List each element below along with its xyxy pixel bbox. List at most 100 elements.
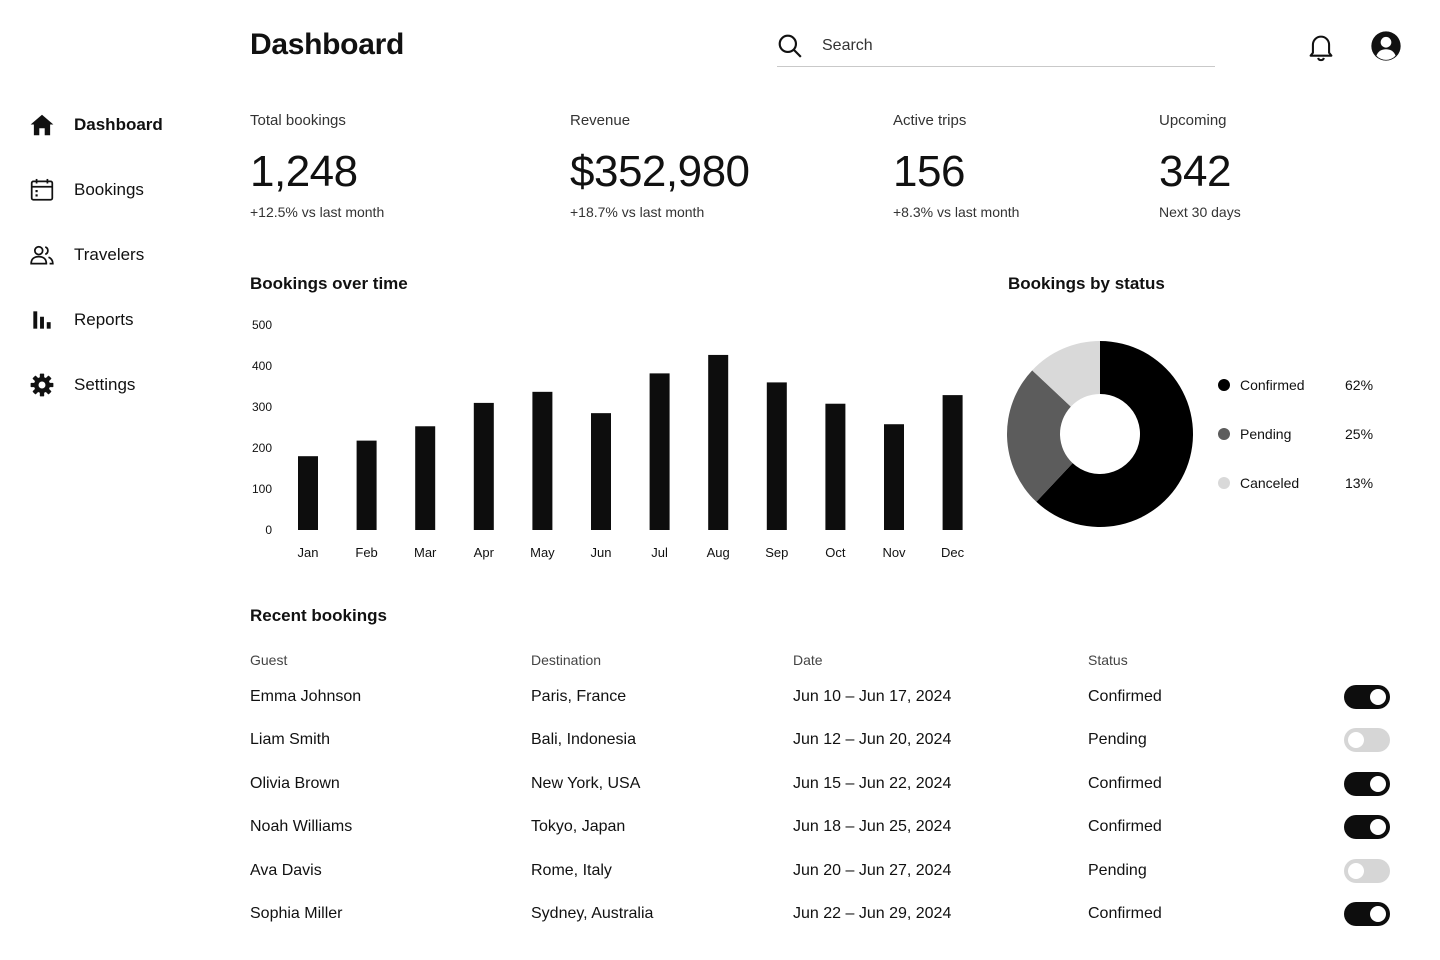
home-icon [28, 111, 56, 139]
x-tick-label: Mar [414, 545, 437, 560]
legend-item-confirmed: Confirmed 62% [1218, 360, 1373, 409]
bar-oct [825, 403, 846, 530]
donut-legend: Confirmed 62% Pending 25% Canceled 13% [1218, 360, 1373, 507]
guest-cell: Noah Williams [250, 818, 353, 836]
toggle-cell [1332, 684, 1390, 709]
stat-upcoming: Upcoming 342 Next 30 days [1159, 112, 1241, 220]
status-toggle[interactable] [1344, 902, 1390, 927]
bar-chart-title: Bookings over time [250, 274, 408, 293]
y-tick-label: 300 [252, 400, 272, 414]
legend-value: 25% [1345, 425, 1374, 442]
stat-active-trips: Active trips 156 +8.3% vs last month [893, 112, 1019, 220]
donut-chart-title: Bookings by status [1008, 274, 1165, 293]
stat-change: +8.3% vs last month [893, 204, 1020, 220]
legend-item-canceled: Canceled 13% [1218, 458, 1373, 507]
bar-may [532, 391, 553, 530]
table-row: Liam Smith Bali, Indonesia Jun 12 – Jun … [250, 719, 1390, 763]
legend-swatch [1218, 378, 1230, 391]
toggle-knob [1370, 775, 1386, 792]
bar-apr [473, 402, 494, 530]
column-header-destination: Destination [531, 652, 602, 668]
destination-cell: Tokyo, Japan [531, 818, 626, 836]
stat-label: Active trips [893, 112, 967, 129]
toggle-cell [1332, 902, 1390, 927]
toggle-knob [1370, 906, 1386, 923]
gear-icon [28, 371, 56, 399]
legend-swatch [1218, 427, 1230, 440]
sidebar-item-bookings[interactable]: Bookings [28, 157, 163, 222]
date-cell: Jun 20 – Jun 27, 2024 [793, 861, 952, 879]
status-cell: Confirmed [1088, 774, 1162, 792]
toggle-knob [1370, 688, 1386, 705]
status-toggle[interactable] [1344, 728, 1390, 753]
bookings-bar-chart: 0 100 200 300 400 500 Jan Feb Mar Apr May Jun Jul Aug… [252, 318, 965, 560]
status-cell: Confirmed [1088, 687, 1162, 705]
guest-cell: Emma Johnson [250, 687, 362, 705]
sidebar-item-label: Settings [74, 374, 136, 394]
search-input[interactable] [822, 37, 1182, 55]
guest-cell: Olivia Brown [250, 774, 340, 792]
stat-change: +12.5% vs last month [250, 204, 385, 220]
column-header-guest: Guest [250, 652, 288, 668]
sidebar-item-travelers[interactable]: Travelers [28, 222, 163, 287]
sidebar-nav: Dashboard Bookings Travelers Reports [28, 92, 163, 417]
destination-cell: Bali, Indonesia [531, 731, 636, 749]
y-tick-label: 0 [265, 523, 272, 537]
user-circle-icon[interactable] [1370, 30, 1402, 62]
toggle-cell [1332, 858, 1390, 883]
status-cell: Confirmed [1088, 818, 1162, 836]
bar-chart-icon [28, 306, 56, 334]
bar-nov [884, 424, 904, 530]
sidebar-item-reports[interactable]: Reports [28, 287, 163, 352]
bar-aug [708, 354, 729, 530]
legend-swatch [1218, 476, 1230, 489]
bar-mar [415, 426, 436, 530]
legend-label: Canceled [1240, 474, 1300, 491]
y-tick-label: 400 [252, 359, 272, 373]
legend-value: 62% [1345, 376, 1374, 393]
table-row: Emma Johnson Paris, France Jun 10 – Jun … [250, 675, 1390, 719]
legend-label: Confirmed [1240, 376, 1305, 393]
stat-change: +18.7% vs last month [570, 204, 705, 220]
table-row: Sophia Miller Sydney, Australia Jun 22 –… [250, 893, 1390, 937]
stat-subtext: Next 30 days [1159, 204, 1241, 220]
users-icon [28, 241, 56, 269]
sidebar-item-settings[interactable]: Settings [28, 352, 163, 417]
status-donut-chart [1007, 341, 1193, 527]
status-toggle[interactable] [1344, 771, 1390, 796]
bar-jun [591, 413, 611, 530]
bar-jan [298, 456, 318, 530]
x-tick-label: Aug [707, 545, 730, 560]
bar-dec [942, 395, 963, 530]
date-cell: Jun 10 – Jun 17, 2024 [793, 687, 952, 705]
date-cell: Jun 15 – Jun 22, 2024 [793, 774, 952, 792]
status-cell: Confirmed [1088, 905, 1162, 923]
sidebar-item-label: Reports [74, 309, 134, 329]
legend-value: 13% [1345, 474, 1374, 491]
destination-cell: Rome, Italy [531, 861, 612, 879]
toggle-knob [1348, 862, 1364, 879]
bell-icon[interactable] [1307, 32, 1335, 62]
guest-cell: Ava Davis [250, 861, 322, 879]
sidebar-item-label: Travelers [74, 244, 145, 264]
x-tick-label: Jul [651, 545, 668, 560]
donut-slice-pending [1007, 370, 1073, 502]
y-tick-label: 100 [252, 482, 272, 496]
y-tick-label: 200 [252, 441, 272, 455]
column-header-date: Date [793, 652, 823, 668]
stat-value: 156 [893, 147, 965, 196]
table-row: Olivia Brown New York, USA Jun 15 – Jun … [250, 762, 1390, 806]
status-toggle[interactable] [1344, 858, 1390, 883]
status-toggle[interactable] [1344, 684, 1390, 709]
stat-label: Upcoming [1159, 112, 1227, 129]
toggle-knob [1370, 819, 1386, 836]
date-cell: Jun 22 – Jun 29, 2024 [793, 905, 952, 923]
stat-value: 342 [1159, 147, 1231, 196]
y-tick-label: 500 [252, 318, 272, 332]
status-toggle[interactable] [1344, 815, 1390, 840]
x-tick-label: Apr [474, 545, 495, 560]
sidebar-item-dashboard[interactable]: Dashboard [28, 92, 163, 157]
legend-label: Pending [1240, 425, 1292, 442]
stat-total-bookings: Total bookings 1,248 +12.5% vs last mont… [250, 112, 384, 220]
x-tick-label: Sep [765, 545, 788, 560]
